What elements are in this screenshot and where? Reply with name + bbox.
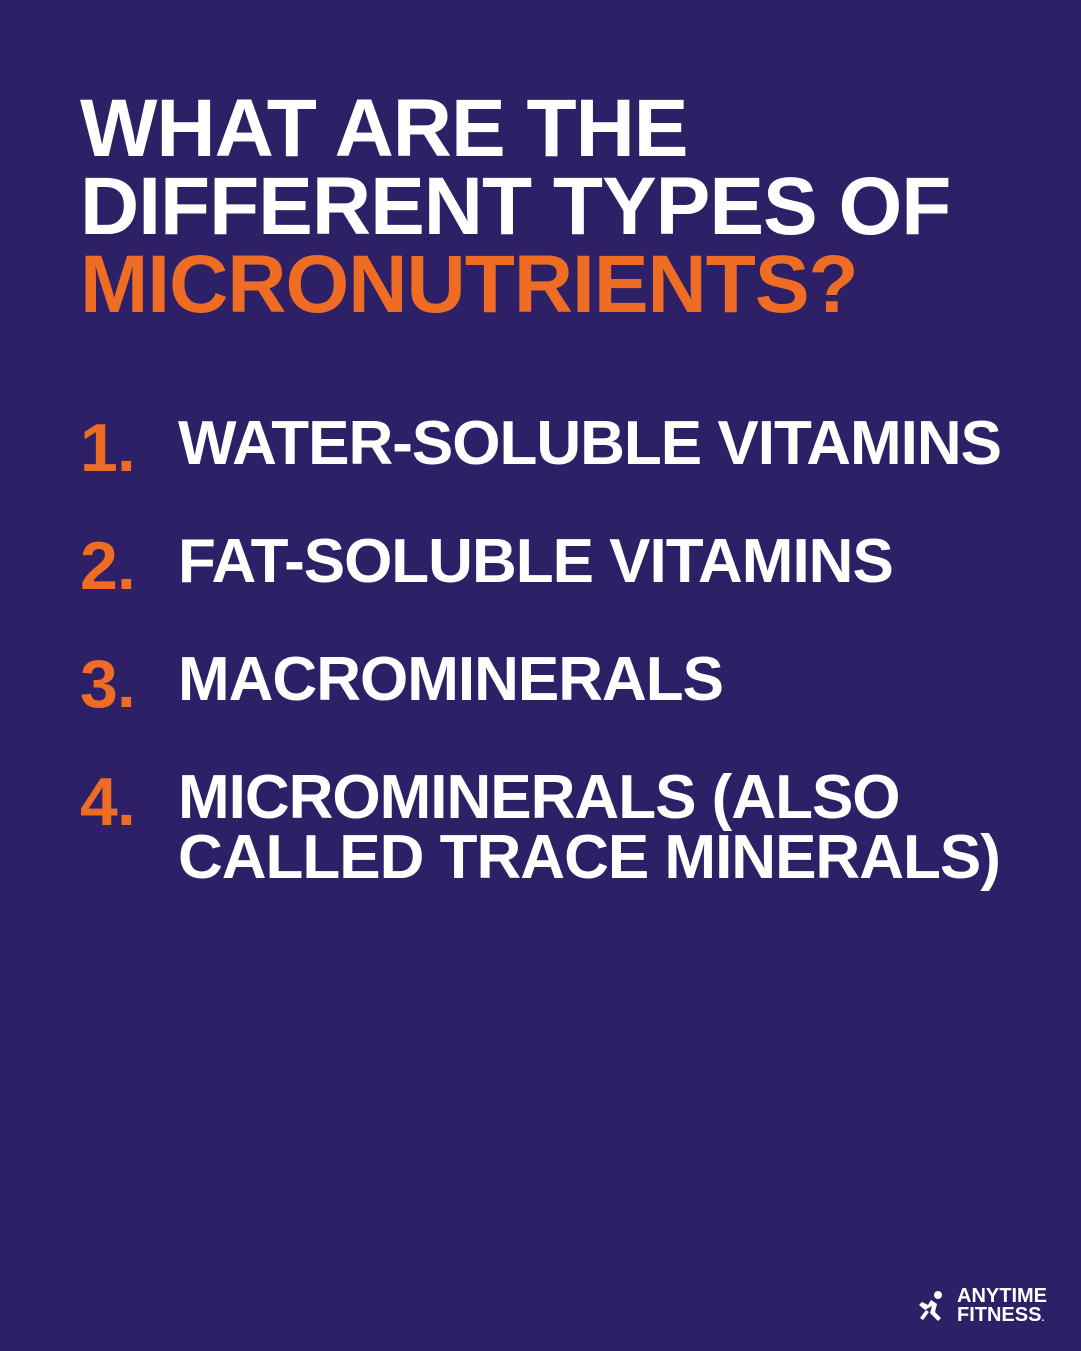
heading-line-accent: MICRONUTRIENTS? [80, 246, 1001, 324]
brand-text: ANYTIME FITNESS. [957, 1287, 1047, 1325]
list-item: 1. WATER-SOLUBLE VITAMINS [80, 414, 1001, 482]
infographic-content: WHAT ARE THE DIFFERENT TYPES OF MICRONUT… [0, 0, 1081, 889]
running-man-icon [913, 1288, 949, 1324]
list-number: 2. [80, 532, 150, 600]
list-number: 4. [80, 768, 150, 836]
types-list: 1. WATER-SOLUBLE VITAMINS 2. FAT-SOLUBLE… [80, 414, 1001, 890]
list-item: 3. MACROMINERALS [80, 650, 1001, 718]
list-item: 2. FAT-SOLUBLE VITAMINS [80, 532, 1001, 600]
list-item-text: FAT-SOLUBLE VITAMINS [178, 532, 893, 593]
list-item-text: MICROMINERALS (ALSO CALLED TRACE MINERAL… [178, 768, 1001, 890]
brand-line2: FITNESS. [957, 1306, 1047, 1325]
list-item-text: WATER-SOLUBLE VITAMINS [178, 414, 1001, 475]
list-number: 1. [80, 414, 150, 482]
main-heading: WHAT ARE THE DIFFERENT TYPES OF MICRONUT… [80, 90, 1001, 324]
list-number: 3. [80, 650, 150, 718]
list-item: 4. MICROMINERALS (ALSO CALLED TRACE MINE… [80, 768, 1001, 890]
list-item-text: MACROMINERALS [178, 650, 723, 711]
brand-logo: ANYTIME FITNESS. [913, 1287, 1047, 1325]
heading-line-white: WHAT ARE THE DIFFERENT TYPES OF [80, 90, 1001, 246]
